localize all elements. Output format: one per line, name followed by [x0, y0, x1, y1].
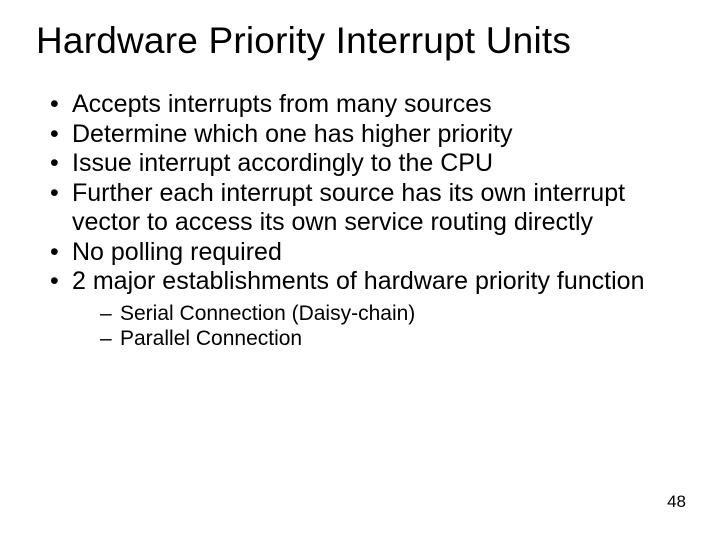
bullet-item: Issue interrupt accordingly to the CPU [50, 149, 684, 179]
bullet-text: 2 major establishments of hardware prior… [72, 267, 645, 295]
slide-title: Hardware Priority Interrupt Units [36, 20, 684, 62]
bullet-item: Accepts interrupts from many sources [50, 90, 684, 120]
sub-bullet-list: Serial Connection (Daisy-chain) Parallel… [72, 301, 684, 351]
slide: Hardware Priority Interrupt Units Accept… [0, 0, 720, 540]
bullet-list: Accepts interrupts from many sources Det… [36, 90, 684, 351]
bullet-item: No polling required [50, 238, 684, 268]
bullet-item: Determine which one has higher priority [50, 120, 684, 150]
page-number: 48 [667, 492, 686, 512]
bullet-item: Further each interrupt source has its ow… [50, 179, 684, 238]
sub-bullet-item: Serial Connection (Daisy-chain) [100, 301, 684, 326]
bullet-item: 2 major establishments of hardware prior… [50, 267, 684, 351]
sub-bullet-item: Parallel Connection [100, 326, 684, 351]
